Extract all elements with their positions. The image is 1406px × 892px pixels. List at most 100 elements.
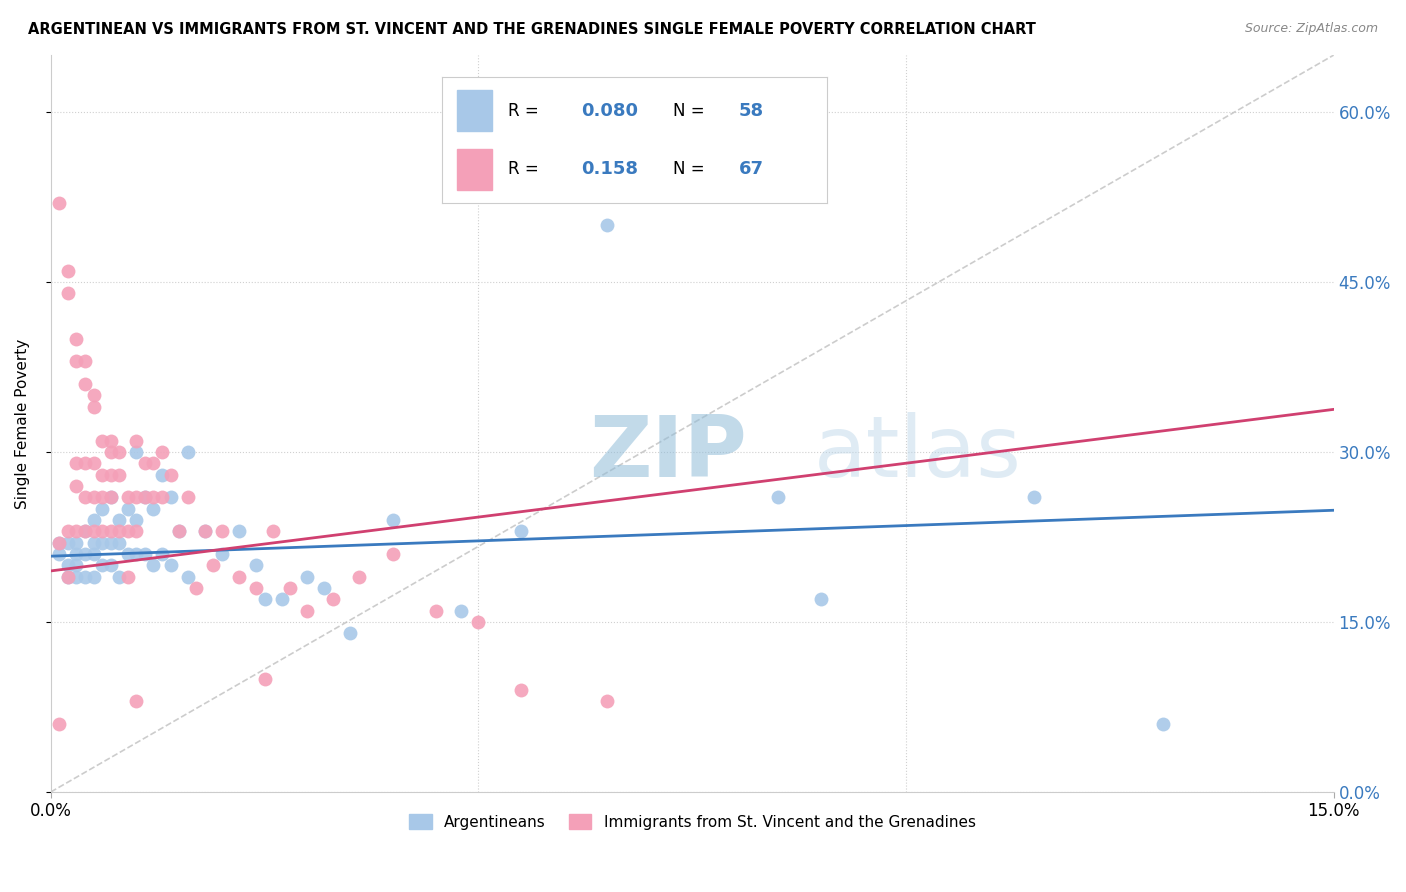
Point (245, 558, 267, 573)
Point (48, 547, 70, 561)
Y-axis label: Single Female Poverty: Single Female Poverty (15, 338, 30, 508)
Point (108, 467, 131, 482)
Point (83, 524, 105, 539)
Point (450, 604, 472, 618)
Point (91, 501, 114, 516)
Point (596, 218, 619, 232)
Point (56, 569, 79, 583)
Point (339, 626, 361, 640)
Text: ARGENTINEAN VS IMMIGRANTS FROM ST. VINCENT AND THE GRENADINES SINGLE FEMALE POVE: ARGENTINEAN VS IMMIGRANTS FROM ST. VINCE… (28, 22, 1036, 37)
Point (91, 524, 114, 539)
Point (596, 694, 619, 708)
Point (211, 524, 233, 539)
Point (117, 569, 139, 583)
Point (381, 547, 404, 561)
Point (48, 535, 70, 549)
Point (159, 558, 181, 573)
Point (100, 467, 122, 482)
Point (510, 682, 533, 697)
Point (211, 547, 233, 561)
Point (100, 490, 122, 504)
Text: atlas: atlas (814, 411, 1022, 494)
Point (1152, 717, 1174, 731)
Point (100, 445, 122, 459)
Point (150, 467, 173, 482)
Point (108, 513, 131, 527)
Point (176, 445, 198, 459)
Point (314, 581, 336, 595)
Point (125, 445, 148, 459)
Text: Source: ZipAtlas.com: Source: ZipAtlas.com (1244, 22, 1378, 36)
Point (83, 456, 105, 470)
Point (56, 286, 79, 301)
Legend: Argentineans, Immigrants from St. Vincent and the Grenadines: Argentineans, Immigrants from St. Vincen… (402, 807, 981, 836)
Point (91, 558, 114, 573)
Point (56, 535, 79, 549)
Point (100, 524, 122, 539)
Point (1024, 490, 1046, 504)
Point (467, 615, 489, 629)
Point (108, 445, 131, 459)
Point (83, 569, 105, 583)
Point (176, 569, 198, 583)
Point (228, 524, 250, 539)
Point (83, 513, 105, 527)
Point (253, 592, 276, 607)
Point (83, 535, 105, 549)
Point (142, 501, 165, 516)
Point (766, 490, 789, 504)
Point (100, 434, 122, 448)
Point (117, 547, 139, 561)
Point (142, 456, 165, 470)
Point (65, 456, 87, 470)
Point (73, 569, 96, 583)
Point (134, 456, 156, 470)
Point (56, 558, 79, 573)
Point (125, 434, 148, 448)
Point (65, 354, 87, 368)
Point (73, 524, 96, 539)
Point (125, 490, 148, 504)
Point (91, 434, 114, 448)
Point (270, 592, 292, 607)
Point (510, 524, 533, 539)
Point (381, 513, 404, 527)
Point (150, 490, 173, 504)
Point (73, 490, 96, 504)
Point (150, 445, 173, 459)
Point (108, 569, 131, 583)
Point (56, 569, 79, 583)
Point (73, 524, 96, 539)
Point (125, 524, 148, 539)
Point (65, 535, 87, 549)
Point (125, 694, 148, 708)
Point (134, 547, 156, 561)
Point (108, 524, 131, 539)
Point (65, 479, 87, 493)
Point (83, 547, 105, 561)
Point (194, 524, 217, 539)
Point (125, 547, 148, 561)
Point (278, 581, 301, 595)
Point (186, 581, 208, 595)
Point (65, 332, 87, 346)
Point (176, 490, 198, 504)
Point (48, 717, 70, 731)
Point (125, 513, 148, 527)
Point (56, 524, 79, 539)
Point (134, 490, 156, 504)
Point (167, 524, 190, 539)
Point (262, 524, 284, 539)
Point (245, 581, 267, 595)
Point (142, 490, 165, 504)
Point (73, 376, 96, 391)
Point (194, 524, 217, 539)
Point (83, 400, 105, 414)
Point (108, 535, 131, 549)
Point (425, 604, 447, 618)
Point (159, 467, 181, 482)
Point (91, 535, 114, 549)
Point (73, 354, 96, 368)
Point (322, 592, 344, 607)
Point (91, 490, 114, 504)
